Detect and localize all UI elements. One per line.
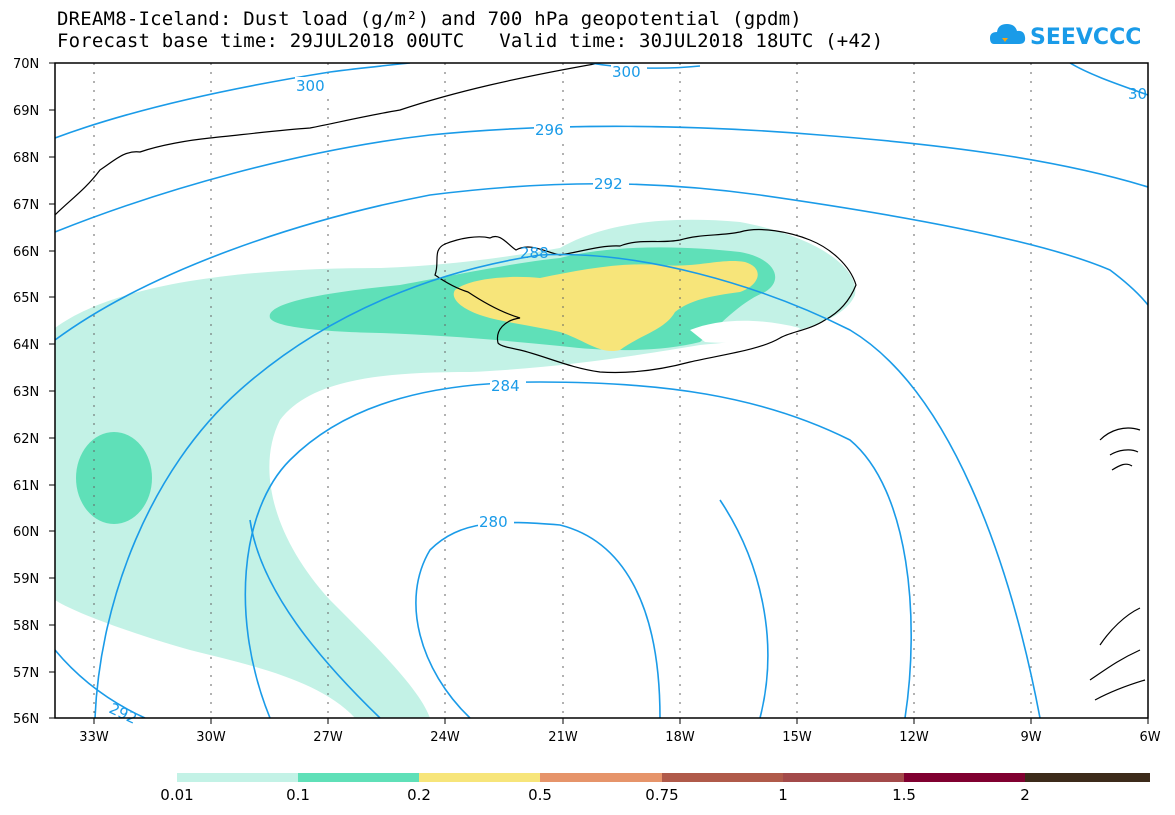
colorbar-swatch: [783, 773, 904, 782]
lon-label: 9W: [1020, 730, 1041, 745]
chart-title: DREAM8-Iceland: Dust load (g/m²) and 700…: [57, 8, 802, 30]
coast-scotland: [1089, 607, 1146, 701]
colorbar-swatch: [419, 773, 540, 782]
lon-label: 12W: [899, 730, 929, 745]
contour-284: [244, 381, 912, 718]
coast-greenland: [55, 63, 601, 216]
logo-text: SEEVCCC: [1030, 25, 1141, 50]
lat-label: 69N: [13, 104, 39, 119]
dust-area-mid-west: [76, 432, 152, 524]
contour-label-292: 292: [594, 175, 623, 193]
coast-faroes: [1099, 427, 1141, 471]
lat-label: 63N: [13, 385, 39, 400]
contour-300-east: [1069, 63, 1148, 96]
lat-label: 66N: [13, 245, 39, 260]
grid-lines: [93, 63, 1032, 718]
colorbar-label: 0.01: [160, 786, 193, 804]
colorbar-swatch: [177, 773, 298, 782]
lon-label: 21W: [548, 730, 578, 745]
lat-label: 56N: [13, 712, 39, 727]
map-layers: [55, 63, 1148, 718]
geopotential-contours: [55, 63, 1148, 718]
colorbar-label: 0.2: [407, 786, 431, 804]
colorbar-label: 1.5: [892, 786, 916, 804]
contour-inner: [249, 519, 381, 718]
contour-300: [55, 63, 411, 139]
contour-label-284: 284: [491, 377, 520, 395]
colorbar-label: 1: [778, 786, 788, 804]
lon-label: 30W: [196, 730, 226, 745]
contour-labels: 300 300 30 296 292 288 284 280 292: [106, 63, 1147, 728]
lon-label: 6W: [1139, 730, 1160, 745]
contour-label-300-top: 300: [612, 63, 641, 81]
longitude-axis: 33W 30W 27W 24W 21W 18W 15W 12W 9W 6W: [79, 718, 1161, 745]
contour-292: [55, 182, 1148, 341]
lon-label: 18W: [665, 730, 695, 745]
colorbar-swatch: [298, 773, 419, 782]
dust-area-high: [453, 261, 758, 351]
contour-288: [94, 253, 1041, 718]
contour-296: [55, 125, 1148, 233]
coastlines: [55, 63, 1146, 701]
colorbar-label: 2: [1020, 786, 1030, 804]
contour-label-296: 296: [535, 121, 564, 139]
lat-label: 60N: [13, 525, 39, 540]
lat-label: 64N: [13, 338, 39, 353]
lat-label: 61N: [13, 479, 39, 494]
contour-label-288: 288: [520, 244, 549, 262]
contour-e: [719, 499, 769, 718]
lon-label: 15W: [782, 730, 812, 745]
lat-label: 59N: [13, 572, 39, 587]
lat-label: 57N: [13, 666, 39, 681]
colorbar-swatch: [1025, 773, 1150, 782]
seevccc-logo: SEEVCCC: [990, 24, 1141, 50]
colorbar-swatch: [540, 773, 662, 782]
colorbar-swatch: [904, 773, 1025, 782]
lat-label: 67N: [13, 198, 39, 213]
chart-subtitle: Forecast base time: 29JUL2018 00UTC Vali…: [57, 30, 884, 52]
lon-label: 24W: [430, 730, 460, 745]
colorbar-label: 0.1: [286, 786, 310, 804]
lon-label: 33W: [79, 730, 109, 745]
dust-area-clear: [690, 320, 800, 343]
lat-label: 62N: [13, 432, 39, 447]
colorbar-label: 0.5: [528, 786, 552, 804]
lat-label: 58N: [13, 619, 39, 634]
contour-label-280: 280: [479, 513, 508, 531]
colorbar-label: 0.75: [645, 786, 678, 804]
lon-label: 27W: [313, 730, 343, 745]
lat-label: 65N: [13, 291, 39, 306]
contour-label-300: 300: [296, 77, 325, 95]
contour-label-30: 30: [1128, 85, 1147, 103]
contour-280: [415, 521, 661, 718]
lat-label: 68N: [13, 151, 39, 166]
coast-iceland: [434, 229, 857, 374]
latitude-axis: 70N 69N 68N 67N 66N 65N 64N 63N 62N 61N …: [13, 57, 55, 727]
colorbar-swatch: [662, 773, 783, 782]
colorbar: 0.01 0.1 0.2 0.5 0.75 1 1.5 2: [160, 773, 1150, 804]
lat-label: 70N: [13, 57, 39, 72]
contour-label-292-sw: 292: [106, 699, 140, 727]
